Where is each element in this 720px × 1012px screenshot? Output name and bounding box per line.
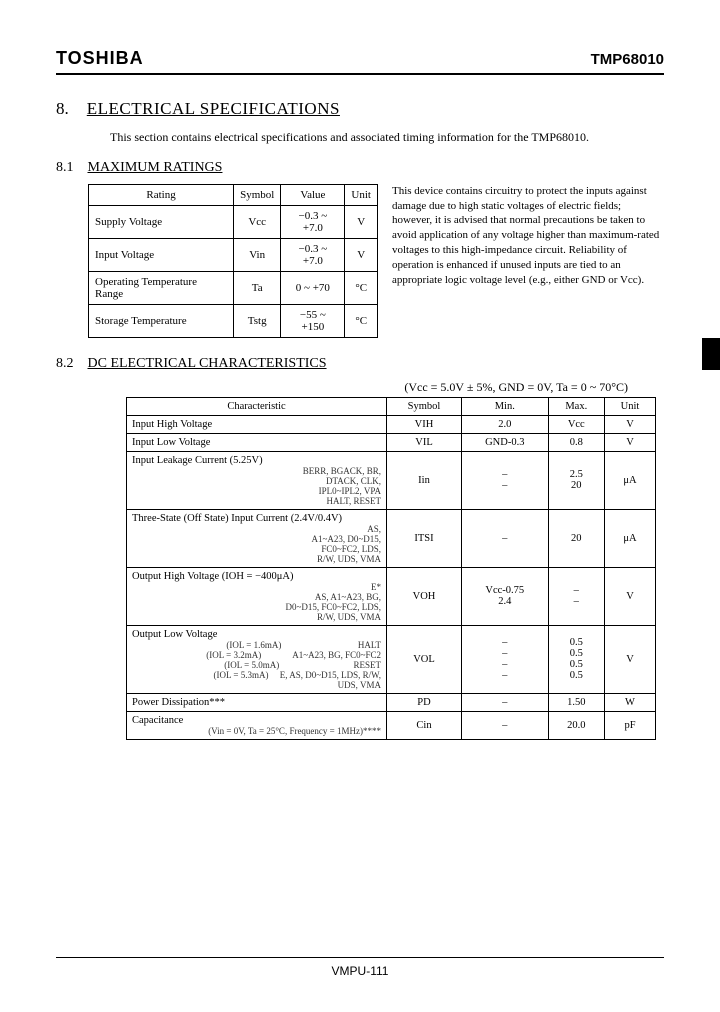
- table-row: Capacitance(Vin = 0V, Ta = 25°C, Frequen…: [127, 711, 656, 739]
- table-header: Rating: [89, 184, 234, 205]
- table-row: Output Low Voltage(IOL = 1.6mA) HALT (IO…: [127, 625, 656, 693]
- subsection-number: 8.1: [56, 160, 74, 176]
- table-header: Characteristic: [127, 397, 387, 415]
- table-header: Symbol: [387, 397, 462, 415]
- table-header: Unit: [605, 397, 656, 415]
- table-row: Supply VoltageVcc−0.3 ~ +7.0V: [89, 205, 378, 238]
- table-row: Power Dissipation***PD–1.50W: [127, 693, 656, 711]
- table-header: Unit: [345, 184, 378, 205]
- table-header: Min.: [462, 397, 549, 415]
- brand: TOSHIBA: [56, 48, 144, 69]
- max-ratings-note: This device contains circuitry to protec…: [392, 184, 664, 338]
- max-ratings-table: RatingSymbolValueUnit Supply VoltageVcc−…: [88, 184, 378, 338]
- table-row: Three-State (Off State) Input Current (2…: [127, 509, 656, 567]
- section-number: 8.: [56, 99, 69, 119]
- subsection-title: DC ELECTRICAL CHARACTERISTICS: [88, 356, 327, 372]
- dc-characteristics-table: CharacteristicSymbolMin.Max.Unit Input H…: [126, 397, 656, 740]
- table-row: Input High VoltageVIH2.0VccV: [127, 415, 656, 433]
- subsection-title: MAXIMUM RATINGS: [88, 160, 223, 176]
- table-row: Output High Voltage (IOH = −400μA)E* AS,…: [127, 567, 656, 625]
- table-row: Input VoltageVin−0.3 ~ +7.0V: [89, 238, 378, 271]
- page-tab-marker: [702, 338, 720, 370]
- section-heading: 8. ELECTRICAL SPECIFICATIONS: [56, 99, 664, 119]
- section-intro: This section contains electrical specifi…: [110, 129, 664, 146]
- dc-conditions: (Vcc = 5.0V ± 5%, GND = 0V, Ta = 0 ~ 70°…: [56, 380, 628, 395]
- table-row: Operating Temperature RangeTa0 ~ +70°C: [89, 271, 378, 304]
- table-row: Storage TemperatureTstg−55 ~ +150°C: [89, 304, 378, 337]
- table-header: Value: [281, 184, 345, 205]
- section-title: ELECTRICAL SPECIFICATIONS: [87, 99, 340, 119]
- subsection-number: 8.2: [56, 356, 74, 372]
- table-row: Input Low VoltageVILGND-0.30.8V: [127, 433, 656, 451]
- subsection-82-heading: 8.2 DC ELECTRICAL CHARACTERISTICS: [56, 356, 664, 372]
- table-header: Max.: [548, 397, 604, 415]
- subsection-81-heading: 8.1 MAXIMUM RATINGS: [56, 160, 664, 176]
- table-row: Input Leakage Current (5.25V)BERR, BGACK…: [127, 451, 656, 509]
- table-header: Symbol: [234, 184, 281, 205]
- page-footer: VMPU-111: [56, 957, 664, 978]
- header: TOSHIBA TMP68010: [56, 48, 664, 75]
- part-number: TMP68010: [591, 51, 664, 68]
